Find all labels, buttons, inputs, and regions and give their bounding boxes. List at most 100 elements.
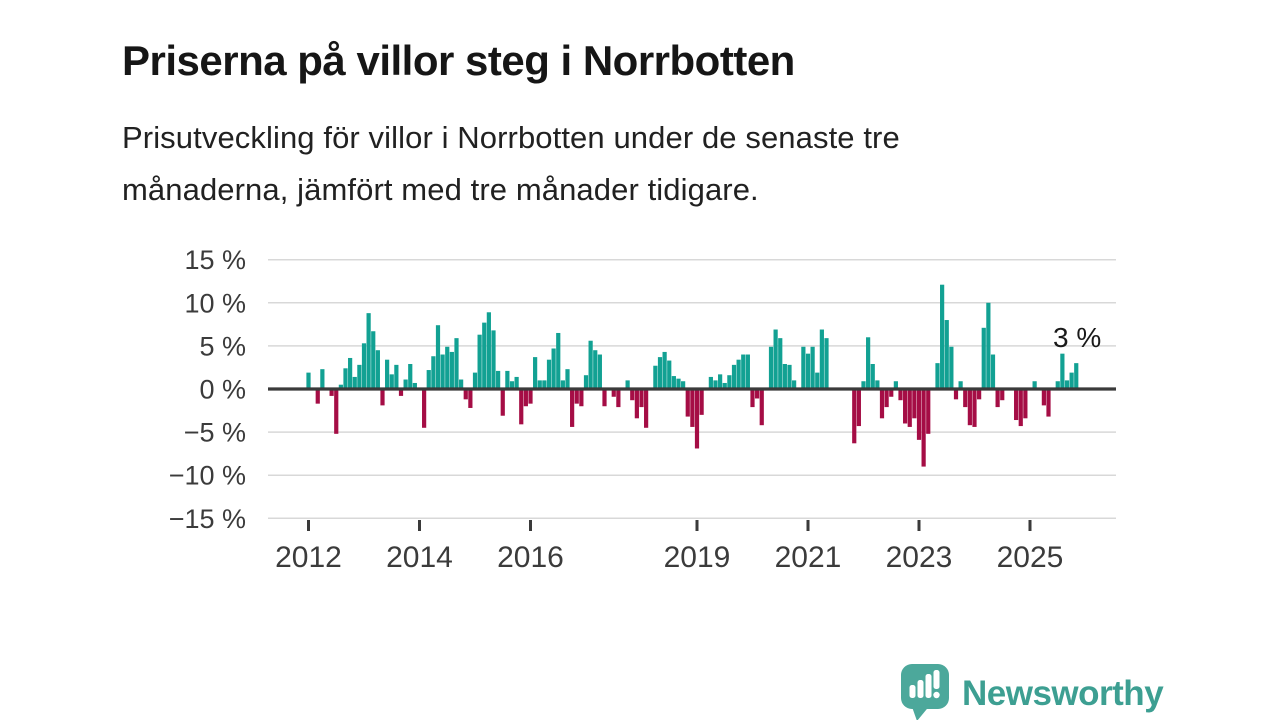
newsworthy-logo: Newsworthy [896,660,1168,720]
bar [338,384,343,389]
bar [1032,381,1037,389]
bar [546,359,552,389]
bar [440,354,445,389]
bar [611,389,616,397]
bar [893,381,898,389]
y-axis-tick-label: 5 % [199,331,246,361]
bar [570,389,575,427]
bar [685,389,690,417]
bar [625,380,630,389]
bar [949,346,954,389]
bar [602,389,607,407]
bar [385,359,390,389]
x-axis-tick-label: 2025 [997,541,1064,574]
bar [491,330,496,389]
bar [639,389,644,408]
bar [574,389,579,404]
x-axis-tick [529,520,532,531]
bar [940,284,945,389]
bar [768,346,774,389]
bar [426,370,431,389]
bar [690,389,695,427]
bar [500,389,505,416]
bar [1069,372,1074,389]
bar [329,389,334,396]
bar [912,389,917,419]
bar [306,372,311,389]
bar [1074,363,1079,389]
bar [315,389,320,404]
bar [889,389,894,397]
newsworthy-logo-svg: Newsworthy [901,664,1165,720]
bar [963,389,968,408]
chart-bubble-icon [901,664,949,720]
bar [463,389,468,400]
bar [477,334,482,389]
bar [916,389,922,440]
bar [879,389,885,419]
bar [616,389,621,408]
bar [579,389,584,407]
bar [731,364,737,389]
x-axis-tick [695,520,699,531]
bar [727,375,732,389]
bar [593,350,598,389]
bar [907,389,912,427]
bar [667,360,672,389]
bar [1023,389,1028,419]
bar [435,325,441,389]
bar [445,346,450,389]
x-axis-tick-label: 2023 [886,541,953,574]
bar [866,337,871,389]
bar [514,376,519,389]
bar [583,375,589,389]
bar [819,329,824,389]
bar [449,351,454,389]
bar [398,389,404,396]
bar [523,389,528,407]
bar [657,357,663,389]
bar [375,350,380,389]
x-axis-tick [806,520,810,531]
bar [750,389,755,408]
y-axis-tick-label: −5 % [184,418,246,448]
bar [371,331,376,389]
bar [542,380,547,389]
bar [459,379,464,389]
bar [486,312,491,389]
bar [870,364,875,389]
bar [953,389,959,400]
bar [334,389,339,434]
bar [898,389,903,401]
bar [509,381,515,389]
bar [597,354,602,389]
chart-subtitle: Prisutveckling för villor i Norrbotten u… [122,112,1182,216]
bar [343,368,348,389]
bar [699,389,704,415]
bar [472,372,478,389]
bar [1055,381,1060,389]
bar [454,338,459,389]
bar [389,374,394,389]
bar [921,389,926,467]
bar [357,364,362,389]
bar [320,369,325,389]
bar [713,380,718,389]
bar [958,381,963,389]
bar [422,389,427,428]
bar [1014,389,1019,421]
bar [537,380,542,389]
bar [468,389,473,408]
bar [722,382,727,389]
subtitle-line-1: Prisutveckling för villor i Norrbotten u… [122,120,900,155]
bar [1064,380,1070,389]
bar [634,389,639,419]
y-axis-tick-label: −15 % [169,504,246,534]
bar [972,389,977,427]
bar [676,378,681,389]
bar [380,389,385,406]
bar [986,302,991,389]
bar [981,327,986,389]
x-axis-tick [418,520,421,531]
